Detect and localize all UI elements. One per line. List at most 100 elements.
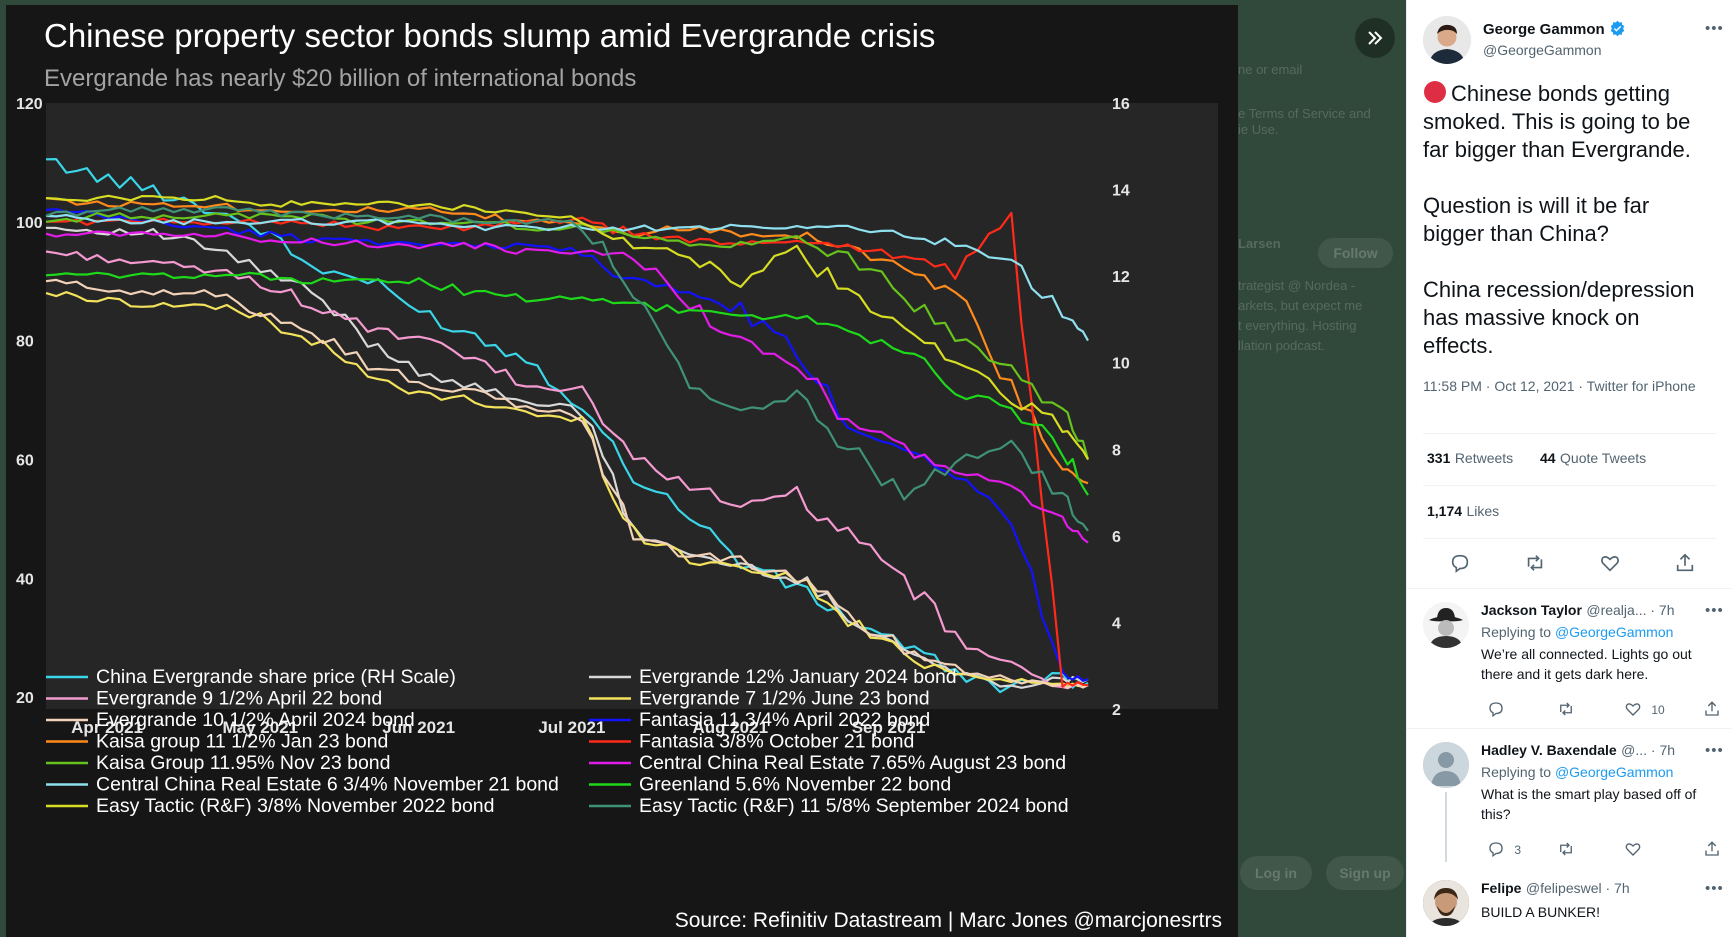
left-tick-label: 20 — [16, 690, 34, 707]
reply-reply-button[interactable] — [1487, 700, 1505, 721]
ghost-follow-button: Follow — [1318, 238, 1393, 268]
right-tick-label: 16 — [1112, 96, 1130, 113]
ghost-bio-1: trategist @ Nordea - — [1238, 278, 1356, 293]
series-lines — [45, 158, 1090, 694]
replying-to-link[interactable]: @GeorgeGammon — [1554, 764, 1674, 780]
default-avatar-icon — [1423, 742, 1469, 788]
close-media-button[interactable] — [1355, 18, 1395, 58]
reply-share-button[interactable] — [1703, 700, 1721, 721]
replying-to: Replying to @GeorgeGammon — [1481, 764, 1673, 780]
reply-avatar[interactable] — [1423, 602, 1469, 648]
share-button[interactable] — [1674, 552, 1696, 579]
reply-meta[interactable]: @felipeswel · 7h — [1525, 880, 1630, 896]
divider — [1423, 538, 1716, 539]
profile-photo-icon — [1423, 880, 1469, 926]
left-tick-label: 60 — [16, 452, 34, 469]
right-tick-label: 14 — [1112, 183, 1130, 200]
x-tick-label: Jul 2021 — [538, 718, 605, 737]
reply-name[interactable]: Jackson Taylor — [1481, 602, 1582, 618]
author-name[interactable]: George Gammon — [1483, 21, 1605, 38]
reply-more-icon[interactable]: ••• — [1705, 880, 1724, 897]
reply-item[interactable]: Jackson Taylor @realja... · 7h ••• Reply… — [1407, 600, 1732, 728]
retweet-button[interactable] — [1524, 552, 1546, 579]
series-line — [45, 213, 1089, 342]
verified-badge-icon — [1610, 20, 1625, 37]
tweet-timestamp[interactable]: 11:58 PM · Oct 12, 2021 · Twitter for iP… — [1423, 378, 1696, 394]
replying-to-link[interactable]: @GeorgeGammon — [1554, 624, 1674, 640]
author-avatar[interactable] — [1423, 16, 1471, 64]
heart-icon — [1625, 703, 1641, 716]
right-tick-label: 2 — [1112, 702, 1121, 719]
series-line — [45, 271, 1089, 496]
reply-item[interactable]: Hadley V. Baxendale @... · 7h ••• Replyi… — [1407, 740, 1732, 870]
more-options-icon[interactable]: ••• — [1705, 20, 1724, 37]
red-circle-icon — [1424, 81, 1446, 103]
chart-image[interactable]: Chinese property sector bonds slump amid… — [6, 5, 1238, 937]
reply-share-button[interactable] — [1703, 840, 1721, 861]
ghost-terms: e Terms of Service and — [1238, 106, 1371, 121]
author-photo-icon — [1423, 16, 1471, 64]
ghost-user: Larsen — [1238, 236, 1281, 251]
right-tick-label: 6 — [1112, 529, 1121, 546]
legend-label: Evergrande 10 1/2% April 2024 bond — [96, 709, 415, 731]
reply-more-icon[interactable]: ••• — [1705, 742, 1724, 759]
like-count: 1,174 — [1427, 503, 1463, 519]
series-line — [45, 194, 1089, 461]
quote-label: Quote Tweets — [1560, 450, 1647, 466]
left-tick-label: 40 — [16, 571, 34, 588]
left-tick-label: 80 — [16, 334, 34, 351]
right-tick-label: 12 — [1112, 269, 1130, 286]
legend-label: Kaisa group 11 1/2% Jan 23 bond — [96, 731, 388, 753]
x-tick-label: Sep 2021 — [852, 718, 926, 737]
reply-avatar[interactable] — [1423, 880, 1469, 926]
right-axis: 16 14 12 10 8 6 4 2 — [1112, 96, 1130, 719]
legend-label: Greenland 5.6% November 22 bond — [639, 774, 951, 796]
ghost-bio-2: arkets, but expect me — [1238, 298, 1363, 313]
reply-meta[interactable]: @... · 7h — [1621, 742, 1676, 758]
author-handle[interactable]: @GeorgeGammon — [1483, 42, 1602, 58]
like-stats[interactable]: 1,174 Likes — [1427, 503, 1499, 521]
reply-icon — [1489, 842, 1503, 858]
x-tick-label: Aug 2021 — [692, 718, 768, 737]
reply-retweet-button[interactable] — [1557, 840, 1575, 861]
legend-label: Evergrande 12% January 2024 bond — [639, 666, 957, 688]
legend-label: Fantasia 11 3/4% April 2022 bond — [639, 709, 930, 731]
legend-label: Easy Tactic (R&F) 11 5/8% September 2024… — [639, 795, 1069, 817]
author-name-row[interactable]: George Gammon — [1483, 20, 1626, 39]
ghost-login-button: Log in — [1240, 856, 1312, 890]
chart-source: Source: Refinitiv Datastream | Marc Jone… — [675, 909, 1222, 932]
series-line — [45, 278, 1089, 689]
reply-item[interactable]: Felipe @felipeswel · 7h ••• BUILD A BUNK… — [1407, 876, 1732, 937]
reply-retweet-button[interactable] — [1557, 700, 1575, 721]
quote-stats[interactable]: 44 Quote Tweets — [1540, 450, 1646, 468]
legend: China Evergrande share price (RH Scale)E… — [46, 666, 1069, 817]
retweet-stats[interactable]: 331 Retweets — [1427, 450, 1513, 468]
reply-like-button[interactable]: 10 — [1624, 700, 1665, 718]
left-tick-label: 120 — [16, 96, 43, 113]
reply-avatar[interactable] — [1423, 742, 1469, 788]
divider — [1407, 728, 1732, 729]
right-tick-label: 10 — [1112, 356, 1130, 373]
reply-more-icon[interactable]: ••• — [1705, 602, 1724, 619]
thread-line — [1445, 792, 1447, 862]
series-line — [45, 250, 1089, 690]
x-tick-label: May 2021 — [223, 718, 299, 737]
retweet-count: 331 — [1427, 450, 1451, 466]
reply-name[interactable]: Felipe — [1481, 880, 1522, 896]
replying-to-label: Replying to — [1481, 764, 1552, 780]
right-tick-label: 4 — [1112, 615, 1121, 632]
reply-header: Hadley V. Baxendale @... · 7h — [1481, 742, 1717, 760]
reply-reply-button[interactable]: 3 — [1487, 840, 1521, 858]
reply-text: What is the smart play based off of this… — [1481, 786, 1697, 822]
tweet-line-1-text: Chinese bonds getting smoked. This is go… — [1423, 81, 1691, 162]
reply-name[interactable]: Hadley V. Baxendale — [1481, 742, 1617, 758]
legend-label: Central China Real Estate 7.65% August 2… — [639, 752, 1066, 774]
divider — [1407, 588, 1732, 589]
retweet-label: Retweets — [1454, 450, 1514, 466]
reply-meta[interactable]: @realja... · 7h — [1586, 602, 1675, 618]
reply-button[interactable] — [1449, 552, 1471, 579]
series-line — [45, 206, 1089, 532]
reply-like-button[interactable] — [1624, 840, 1642, 861]
like-button[interactable] — [1599, 552, 1621, 579]
retweet-icon — [1560, 842, 1572, 856]
